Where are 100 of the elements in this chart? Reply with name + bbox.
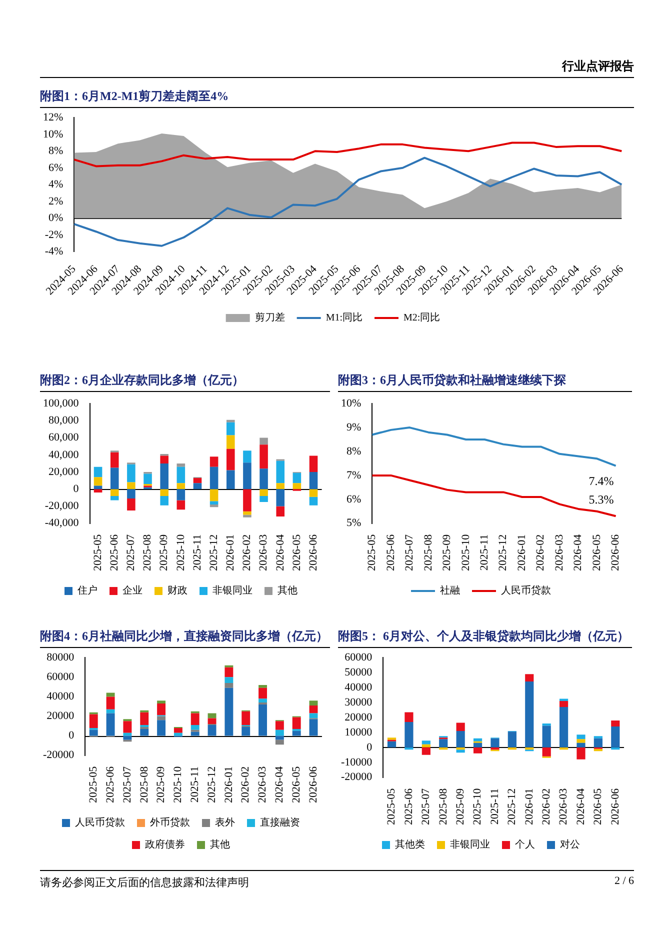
bar [309,496,318,506]
x-tick-label: 2025-09 [155,766,168,804]
bar [123,736,132,740]
bar [508,732,516,748]
x-tick-label: 2025-07 [121,766,134,804]
y-tick-label: -20000 [340,771,373,784]
bar [542,747,551,756]
bar [422,744,430,748]
x-tick-label: 2025-12 [497,534,510,572]
bar [243,514,252,518]
x-tick-label: 2025-06 [384,534,397,572]
y-tick-label: -20,000 [44,500,80,512]
bar [176,463,186,467]
bar [404,722,414,748]
bar [94,466,102,478]
x-tick-label: 2026-02 [540,788,552,826]
bar [456,730,465,748]
legend-label: 社融 [440,584,460,597]
bar [292,717,301,729]
bar [309,456,318,472]
x-tick-label: 2026-01 [516,534,528,572]
y-tick-label: -40,000 [44,517,80,530]
legend-label: 人民币贷款 [501,584,551,597]
bar [190,732,200,736]
x-tick-label: 2026-04 [274,534,286,572]
chart-title: 附图4：6月社融同比少增，直接融资同比多增（亿元） [40,628,330,648]
y-tick-label: 6% [48,162,64,174]
legend-label: 个人 [515,838,535,851]
bar [110,468,119,490]
y-tick-label: 8% [346,445,362,458]
bar [210,504,218,508]
legend-label: 非银同业 [212,584,252,597]
bar [309,705,318,714]
x-tick-label: 2026-04 [574,788,587,826]
y-tick-label: 100,000 [43,397,80,410]
bar [456,750,465,753]
x-tick-label: 2025-05 [92,534,104,572]
y-tick-label: 10% [340,397,362,410]
x-tick-label: 2025-10 [460,534,472,572]
bar [422,740,430,744]
x-tick-label: 2025-08 [138,766,150,804]
chart-title: 附图2：6月企业存款同比多增（亿元） [40,372,330,392]
bar [242,726,250,736]
bar [160,496,168,506]
x-tick-label: 2025-10 [174,534,187,572]
bar [559,706,568,748]
bar [176,466,186,484]
x-tick-label: 2025-05 [386,788,398,826]
bar [176,483,186,490]
bar [174,732,182,736]
bar [176,489,186,500]
y-tick-label: 6% [346,493,362,506]
bar [258,688,267,699]
y-tick-label: 0% [48,212,64,224]
bar [576,742,586,748]
bar [309,472,318,490]
bar [260,444,268,469]
x-tick-label: 2025-08 [142,534,154,572]
y-tick-label: 30000 [344,696,373,708]
y-tick-label: -4% [44,246,64,258]
bar [157,700,166,704]
x-tick-label: 2025-11 [189,766,201,803]
bar [160,463,168,490]
bar [275,740,284,745]
bar [525,682,534,748]
x-tick-label: 2025-06 [104,766,116,804]
bar [242,711,250,726]
bar [404,712,414,722]
bar [140,728,149,736]
x-tick-label: 2026-06 [307,766,320,804]
y-tick-label: 40000 [46,690,75,703]
bar [276,460,285,484]
legend-label: 直接融资 [260,816,300,829]
bar [260,489,268,496]
x-tick-label: 2025-11 [478,534,490,571]
x-tick-label: 2026-06 [609,788,622,826]
x-tick-label: 2025-06 [108,534,121,572]
legend-label: 人民币贷款 [75,816,125,829]
bar [140,712,149,726]
bar [127,482,136,490]
bar [89,730,98,736]
bar [258,704,267,736]
bar [110,489,119,496]
bar [94,486,102,490]
bar [473,747,482,754]
x-tick-label: 2026-06 [610,534,622,572]
bar [309,489,318,497]
y-tick-label: -20000 [42,749,75,762]
y-tick-label: 9% [346,421,362,434]
legend-label: 外币贷款 [150,816,190,829]
y-tick-label: 80,000 [48,414,80,427]
bar [292,730,301,736]
bar [525,674,534,682]
bar [490,747,500,750]
x-tick-label: 2025-12 [506,788,518,826]
x-tick-label: 2025-12 [206,766,218,804]
y-tick-label: 20000 [46,710,75,722]
y-tick-label: 40,000 [48,448,80,461]
bar [226,470,235,490]
x-tick-label: 2026-03 [553,534,566,572]
